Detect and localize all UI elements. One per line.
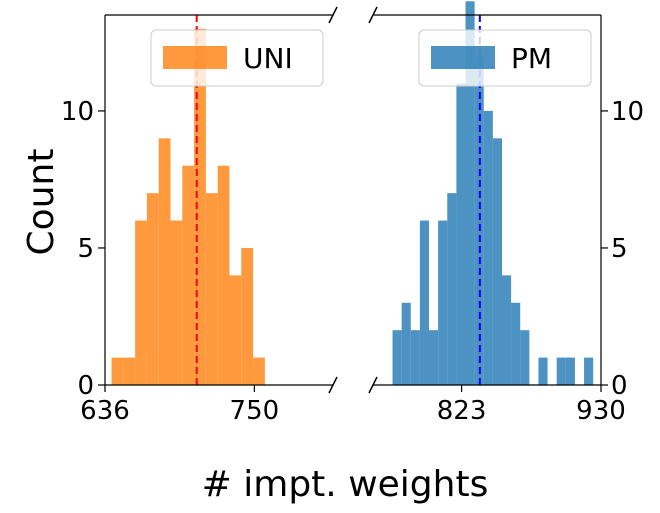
pm-legend-swatch [431, 46, 495, 69]
pm-bar-7 [456, 83, 466, 386]
uni-bar-4 [158, 138, 171, 385]
pm-bar-8 [465, 1, 475, 386]
uni-bar-1 [123, 357, 136, 385]
pm-panel: 0 5 10 823 930 PM [368, 1, 644, 426]
y-axis-title: Count [21, 149, 62, 256]
pm-break-mark-1 [368, 376, 378, 394]
uni-legend-box [150, 29, 324, 87]
pm-bar-3 [419, 220, 430, 385]
x-axis-title: # impt. weights [202, 464, 489, 505]
uni-bar-5 [170, 220, 183, 385]
uni-bar-3 [146, 193, 159, 385]
uni-bar-7 [194, 28, 206, 385]
uni-legend-swatch [163, 46, 227, 69]
uni-break-mark-1 [328, 376, 338, 394]
pm-bar-21 [584, 357, 594, 385]
pm-bar-11 [492, 138, 502, 385]
pm-bar-4 [429, 330, 439, 385]
pm-xtick-label-1: 930 [576, 396, 626, 426]
pm-bar-6 [447, 193, 457, 385]
pm-bar-2 [410, 330, 420, 385]
uni-ytick-label-1: 5 [77, 234, 94, 264]
uni-xtick-label-0: 636 [80, 396, 130, 426]
uni-bar-8 [205, 193, 218, 385]
pm-bar-18 [556, 357, 566, 385]
uni-bar-9 [217, 165, 230, 385]
uni-bar-2 [135, 220, 147, 385]
pm-bar-0 [392, 330, 402, 385]
uni-break-mark-0 [328, 6, 338, 24]
uni-bar-10 [229, 275, 242, 385]
uni-bar-12 [253, 357, 265, 385]
uni-bar-11 [241, 247, 254, 385]
pm-ytick-label-2: 10 [611, 97, 644, 127]
pm-break-mark-0 [368, 6, 378, 24]
pm-bar-5 [438, 220, 448, 385]
pm-bar-19 [565, 357, 575, 385]
pm-ytick-label-0: 0 [611, 371, 628, 401]
uni-xtick-label-1: 750 [230, 396, 280, 426]
pm-bar-1 [401, 302, 411, 385]
pm-bar-9 [474, 56, 484, 386]
pm-legend-label: PM [511, 42, 552, 75]
pm-bar-13 [511, 302, 521, 385]
uni-ytick-label-0: 0 [77, 371, 94, 401]
pm-legend-box [418, 29, 592, 87]
pm-xtick-label-0: 823 [437, 396, 487, 426]
pm-ytick-label-1: 5 [611, 234, 628, 264]
pm-bar-12 [501, 275, 512, 385]
uni-bar-0 [111, 357, 124, 385]
pm-bar-10 [483, 110, 493, 386]
uni-legend-label: UNI [243, 42, 293, 75]
pm-bar-16 [538, 357, 548, 385]
uni-ytick-label-2: 10 [61, 97, 94, 127]
uni-bar-6 [182, 165, 195, 385]
uni-panel: 0 5 10 636 750 UNI [61, 6, 338, 426]
pm-bar-14 [520, 330, 530, 385]
